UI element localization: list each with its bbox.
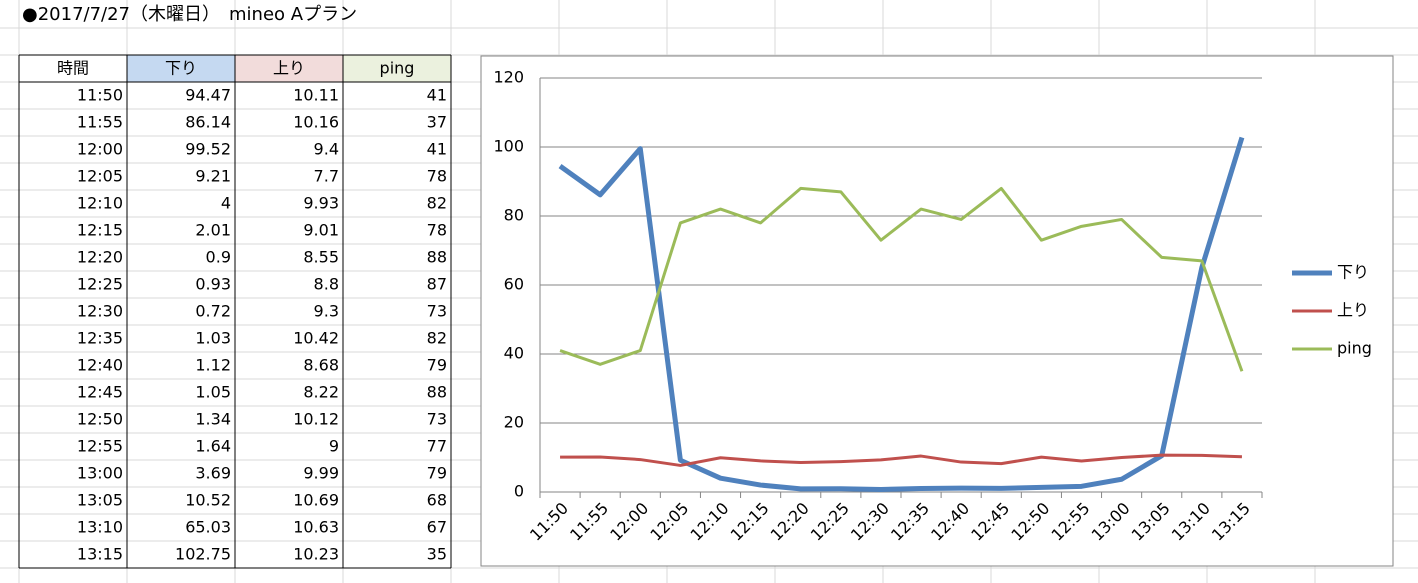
- value-cell: 41: [427, 140, 447, 159]
- time-cell: 13:10: [77, 518, 123, 537]
- time-cell: 13:05: [77, 491, 123, 510]
- header-cell: [127, 55, 235, 82]
- value-cell: 35: [427, 545, 447, 564]
- value-cell: 79: [427, 464, 447, 483]
- value-cell: 10.52: [185, 491, 231, 510]
- time-cell: 12:45: [77, 383, 123, 402]
- header-label: 時間: [57, 59, 89, 78]
- y-tick-label: 60: [504, 275, 524, 294]
- value-cell: 1.12: [195, 356, 231, 375]
- sheet-title: ●2017/7/27（木曜日） mineo Aプラン: [22, 4, 357, 25]
- value-cell: 10.12: [293, 410, 339, 429]
- value-cell: 0.72: [195, 302, 231, 321]
- value-cell: 7.7: [314, 167, 339, 186]
- time-cell: 12:05: [77, 167, 123, 186]
- value-cell: 10.63: [293, 518, 339, 537]
- value-cell: 10.11: [293, 86, 339, 105]
- value-cell: 3.69: [195, 464, 231, 483]
- value-cell: 2.01: [195, 221, 231, 240]
- value-cell: 88: [427, 383, 447, 402]
- value-cell: 73: [427, 302, 447, 321]
- value-cell: 41: [427, 86, 447, 105]
- value-cell: 82: [427, 194, 447, 213]
- y-tick-label: 20: [504, 413, 524, 432]
- value-cell: 68: [427, 491, 447, 510]
- value-cell: 9.21: [195, 167, 231, 186]
- value-cell: 9.3: [314, 302, 339, 321]
- y-tick-label: 80: [504, 206, 524, 225]
- header-cell: [343, 55, 451, 82]
- value-cell: 0.93: [195, 275, 231, 294]
- value-cell: 78: [427, 221, 447, 240]
- series-line: [558, 136, 1245, 493]
- value-cell: 1.34: [195, 410, 231, 429]
- value-cell: 10.69: [293, 491, 339, 510]
- header-label: 下り: [165, 59, 197, 78]
- time-cell: 13:15: [77, 545, 123, 564]
- value-cell: 10.23: [293, 545, 339, 564]
- time-cell: 12:25: [77, 275, 123, 294]
- header-label: 上り: [273, 59, 305, 78]
- value-cell: 9.99: [303, 464, 339, 483]
- legend-label: 下り: [1337, 263, 1369, 282]
- header-cell: [235, 55, 343, 82]
- time-cell: 12:55: [77, 437, 123, 456]
- value-cell: 73: [427, 410, 447, 429]
- legend-label: 上り: [1337, 301, 1369, 320]
- time-cell: 12:30: [77, 302, 123, 321]
- value-cell: 82: [427, 329, 447, 348]
- series-line: [559, 186, 1244, 372]
- value-cell: 9.93: [303, 194, 339, 213]
- value-cell: 94.47: [185, 86, 231, 105]
- value-cell: 78: [427, 167, 447, 186]
- y-tick-label: 120: [493, 68, 524, 87]
- value-cell: 10.16: [293, 113, 339, 132]
- time-cell: 11:50: [77, 86, 123, 105]
- header-cell: [19, 55, 127, 82]
- legend-label: ping: [1337, 339, 1372, 358]
- value-cell: 37: [427, 113, 447, 132]
- value-cell: 87: [427, 275, 447, 294]
- time-cell: 12:40: [77, 356, 123, 375]
- value-cell: 0.9: [206, 248, 231, 267]
- value-cell: 67: [427, 518, 447, 537]
- value-cell: 102.75: [175, 545, 231, 564]
- value-cell: 99.52: [185, 140, 231, 159]
- time-cell: 12:20: [77, 248, 123, 267]
- y-tick-label: 40: [504, 344, 524, 363]
- value-cell: 4: [221, 194, 231, 213]
- value-cell: 9.01: [303, 221, 339, 240]
- y-tick-label: 0: [514, 482, 524, 501]
- value-cell: 65.03: [185, 518, 231, 537]
- value-cell: 1.64: [195, 437, 231, 456]
- value-cell: 1.03: [195, 329, 231, 348]
- value-cell: 10.42: [293, 329, 339, 348]
- series-line: [560, 453, 1242, 467]
- value-cell: 86.14: [185, 113, 231, 132]
- header-label: ping: [380, 59, 415, 78]
- value-cell: 79: [427, 356, 447, 375]
- value-cell: 9: [329, 437, 339, 456]
- value-cell: 8.8: [314, 275, 339, 294]
- value-cell: 1.05: [195, 383, 231, 402]
- value-cell: 8.68: [303, 356, 339, 375]
- time-cell: 11:55: [77, 113, 123, 132]
- time-cell: 12:00: [77, 140, 123, 159]
- value-cell: 88: [427, 248, 447, 267]
- y-tick-label: 100: [493, 137, 524, 156]
- value-cell: 8.22: [303, 383, 339, 402]
- time-cell: 12:15: [77, 221, 123, 240]
- time-cell: 12:50: [77, 410, 123, 429]
- value-cell: 8.55: [303, 248, 339, 267]
- time-cell: 13:00: [77, 464, 123, 483]
- value-cell: 77: [427, 437, 447, 456]
- time-cell: 12:35: [77, 329, 123, 348]
- value-cell: 9.4: [314, 140, 339, 159]
- time-cell: 12:10: [77, 194, 123, 213]
